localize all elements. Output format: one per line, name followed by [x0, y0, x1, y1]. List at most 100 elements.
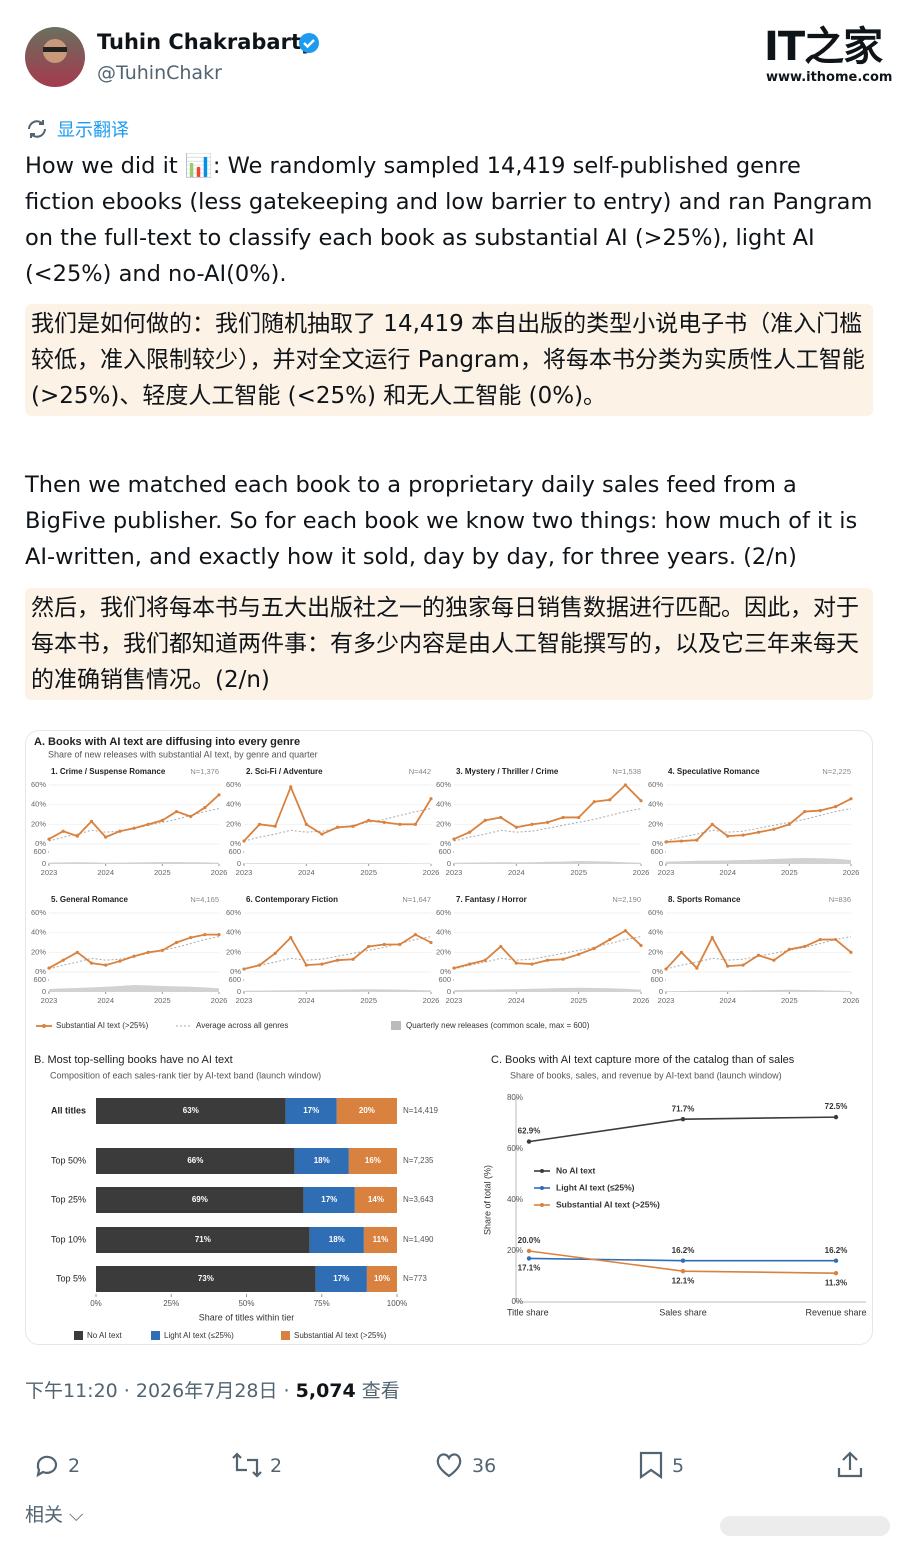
data-point: [47, 966, 51, 970]
y-tick-label: Top 10%: [51, 1234, 86, 1244]
y-tick-label: Top 50%: [51, 1155, 86, 1165]
data-point: [335, 825, 340, 829]
y-tick-label: 40%: [507, 1195, 523, 1204]
y-tick-label: 60%: [436, 908, 451, 917]
author-handle[interactable]: @TuhinChakr: [97, 62, 222, 84]
legend-swatch: [42, 1024, 46, 1028]
average-line: [665, 808, 852, 842]
bar-segment: [315, 1266, 367, 1292]
y-tick-label: 40%: [436, 800, 451, 809]
related-link[interactable]: 相关 ⌵: [25, 1504, 84, 1526]
data-point: [289, 785, 293, 789]
data-point: [382, 820, 386, 824]
data-point: [833, 1270, 839, 1276]
retweet-icon[interactable]: [230, 1450, 264, 1480]
data-point: [695, 838, 699, 842]
y-tick-label: 20%: [226, 819, 241, 828]
y-tick-label: 0: [42, 859, 46, 868]
share-icon[interactable]: [835, 1450, 865, 1480]
reply-count: 2: [68, 1455, 81, 1477]
data-point: [545, 820, 550, 824]
x-tick-label: 2026: [423, 868, 440, 877]
release-area: [666, 989, 851, 992]
data-point: [320, 962, 324, 966]
data-point: [664, 840, 668, 844]
release-area: [244, 863, 431, 864]
y-tick-label: Top 5%: [56, 1273, 86, 1283]
data-point: [577, 952, 581, 956]
data-point: [833, 1114, 839, 1120]
avatar[interactable]: [25, 27, 85, 87]
like-icon[interactable]: [434, 1450, 464, 1480]
bar-segment: [294, 1148, 349, 1174]
legend-swatch: [281, 1331, 290, 1340]
y-tick-label: 0%: [440, 839, 451, 848]
data-point: [89, 819, 94, 823]
series-line: [48, 794, 220, 840]
y-tick-label: 0: [659, 859, 663, 868]
post-translation: 然后，我们将每本书与五大出版社之一的独家每日销售数据进行匹配。因此，对于每本书，…: [25, 588, 873, 700]
data-point: [772, 958, 776, 962]
legend-label: Substantial AI text (>25%): [294, 1331, 387, 1340]
data-point: [257, 963, 262, 967]
data-point: [679, 950, 684, 954]
data-point: [146, 950, 150, 954]
data-point: [849, 797, 853, 801]
post-text: Then we matched each book to a proprieta…: [25, 472, 858, 570]
y-tick-label: 600: [438, 847, 451, 856]
data-point: [203, 933, 207, 937]
y-tick-label: 20%: [648, 947, 663, 956]
x-tick-label: 2023: [41, 868, 58, 877]
post-image[interactable]: A. Books with AI text are diffusing into…: [25, 730, 873, 1345]
bar-segment: [354, 1187, 397, 1213]
data-point: [118, 959, 122, 963]
y-tick-label: 40%: [31, 928, 46, 937]
bar-segment: [366, 1266, 397, 1292]
timestamp[interactable]: 下午11:20 · 2026年7月28日 ·: [25, 1380, 290, 1402]
data-point: [526, 1248, 532, 1254]
data-point: [483, 958, 487, 962]
data-point: [413, 822, 418, 826]
y-tick-label: 600: [650, 847, 663, 856]
value-label: 71%: [195, 1235, 211, 1244]
reply-icon[interactable]: [32, 1450, 62, 1480]
data-point: [320, 832, 324, 836]
y-tick-label: All titles: [51, 1105, 86, 1115]
average-line: [453, 936, 642, 970]
data-point: [257, 822, 262, 826]
x-tick-label: 2023: [446, 868, 463, 877]
chart-title: 4. Speculative Romance: [668, 767, 760, 776]
n-label: N=836: [829, 895, 851, 904]
data-point: [61, 829, 65, 833]
bar-segment: [336, 1098, 397, 1124]
average-line: [453, 808, 642, 842]
data-point: [608, 937, 612, 942]
n-label: N=1,538: [612, 767, 641, 776]
bookmark-icon[interactable]: [636, 1450, 666, 1480]
translate-link[interactable]: 显示翻译: [57, 120, 129, 141]
average-line: [665, 936, 852, 970]
data-point: [623, 929, 628, 933]
value-label: 11%: [373, 1235, 389, 1244]
x-tick-label: 2023: [41, 996, 58, 1005]
data-point: [772, 827, 776, 831]
data-point: [499, 815, 503, 820]
release-area: [666, 858, 851, 864]
data-point: [132, 826, 136, 830]
value-label: 63%: [183, 1106, 199, 1115]
y-tick-label: 60%: [31, 908, 46, 917]
data-point: [680, 1116, 686, 1122]
data-point: [351, 824, 355, 828]
data-point: [756, 830, 761, 834]
data-point: [174, 940, 179, 945]
x-tick-label: 25%: [163, 1299, 179, 1308]
data-point: [526, 1139, 532, 1144]
author-name[interactable]: Tuhin Chakrabarty: [97, 30, 315, 54]
data-point: [695, 966, 699, 970]
bar-segment: [96, 1266, 316, 1292]
data-point: [132, 954, 136, 958]
data-point: [577, 815, 581, 820]
data-point: [351, 957, 355, 961]
y-tick-label: 0%: [652, 967, 663, 976]
data-point: [726, 834, 730, 838]
